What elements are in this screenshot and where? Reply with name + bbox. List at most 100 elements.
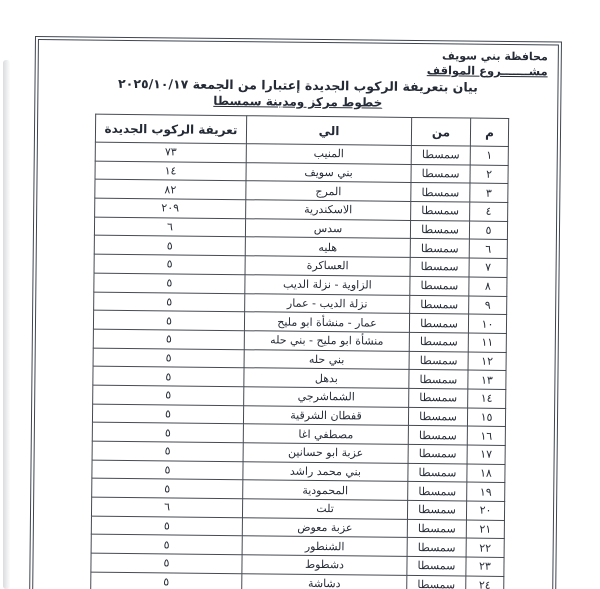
fare-table-header-row: م من الي تعريفة الركوب الجديدة (95, 114, 509, 147)
row-number-cell: ١٨ (466, 463, 506, 483)
fare-cell: ٥ (91, 515, 243, 537)
row-number-cell: ١١ (468, 332, 507, 353)
fare-cell: ٥ (92, 403, 244, 425)
origin-cell: سمسطا (409, 332, 469, 352)
origin-cell: سمسطا (407, 537, 467, 558)
fare-cell: ٥ (90, 553, 243, 574)
row-number-cell: ١٧ (467, 445, 506, 465)
origin-cell: سمسطا (410, 257, 470, 277)
fare-table: م من الي تعريفة الركوب الجديدة ١ سمسطا الم… (90, 114, 509, 589)
fare-cell: ٥ (91, 534, 243, 555)
origin-cell: سمسطا (406, 556, 467, 576)
row-number-cell: ٨ (468, 276, 507, 296)
row-number-cell: ١٤ (467, 388, 506, 409)
row-number-cell: ١٦ (467, 426, 506, 446)
fare-cell: ٥ (93, 310, 245, 331)
origin-cell: سمسطا (407, 481, 467, 502)
destination-cell: دشطوط (241, 554, 408, 576)
fare-cell: ٥ (94, 235, 246, 256)
destination-cell: قفطان الشرقية (243, 405, 409, 426)
destination-cell: بني حله (244, 349, 410, 370)
fare-cell: ٢٠٩ (94, 198, 246, 219)
origin-cell: سمسطا (410, 220, 470, 240)
origin-cell: سمسطا (408, 407, 468, 427)
origin-cell: سمسطا (408, 369, 469, 389)
fare-cell: ٥ (93, 347, 245, 368)
fare-cell: ٧٣ (95, 142, 247, 163)
row-number-cell: ١٣ (467, 370, 507, 390)
origin-cell: سمسطا (407, 519, 467, 539)
origin-cell: سمسطا (409, 276, 470, 296)
row-number-cell: ١٥ (467, 407, 506, 427)
fare-cell: ٥ (93, 272, 246, 294)
origin-cell: سمسطا (408, 444, 468, 464)
column-header-to: الي (246, 115, 412, 146)
row-number-cell: ٤ (469, 202, 508, 222)
row-number-cell: ١٠ (468, 314, 507, 334)
origin-cell: سمسطا (409, 313, 469, 333)
destination-cell: نزلة الديب - عمار (244, 293, 410, 314)
fare-table-body: ١ سمسطا المنيب ٧٣ ٢ سمسطا بني سويف ١٤ ٣ سمسطا المر… (90, 142, 509, 589)
row-number-cell: ٣ (469, 183, 508, 203)
fare-cell: ٥ (92, 441, 244, 462)
origin-cell: سمسطا (406, 575, 466, 589)
origin-cell: سمسطا (408, 425, 468, 446)
origin-cell: سمسطا (410, 182, 470, 203)
row-number-cell: ٩ (468, 295, 507, 315)
destination-cell: العساكرة (245, 255, 411, 277)
origin-cell: سمسطا (410, 238, 470, 259)
row-number-cell: ٢٤ (465, 575, 504, 589)
fare-cell: ٨٢ (94, 179, 246, 200)
destination-cell: عزبة ابو حسانين (243, 442, 409, 464)
fare-cell: ١٤ (95, 160, 247, 182)
origin-cell: سمسطا (411, 145, 471, 165)
destination-cell: بدهل (243, 367, 410, 389)
fare-cell: ٥ (92, 366, 245, 387)
destination-cell: مصطفي اغا (243, 424, 409, 445)
row-number-cell: ١٢ (468, 351, 507, 371)
destination-cell: عزبة معوض (242, 517, 408, 538)
fare-cell: ٥ (92, 385, 244, 406)
row-number-cell: ٧ (469, 258, 508, 278)
fare-cell: ٥ (92, 422, 244, 443)
destination-cell: الزاوية - نزلة الديب (244, 274, 411, 295)
origin-cell: سمسطا (407, 500, 467, 520)
row-number-cell: ٥ (469, 220, 508, 240)
fare-cell: ٥ (90, 571, 242, 589)
row-number-cell: ٢ (469, 164, 509, 184)
destination-cell: المحمودية (242, 480, 408, 501)
destination-cell: الاسكندرية (245, 199, 411, 221)
row-number-cell: ٦ (469, 239, 508, 259)
destination-cell: الشنطور (242, 536, 408, 557)
document-page: محافظة بني سويف مشـــــــروع المواقف بيا… (28, 36, 562, 589)
fare-cell: ٦ (91, 497, 243, 518)
destination-cell: منشأة ابو مليح - بني حله (244, 330, 410, 351)
destination-cell: بني محمد راشد (242, 461, 409, 482)
row-number-cell: ٢١ (466, 519, 505, 539)
destination-cell: المنيب (246, 143, 412, 165)
row-number-cell: ١ (470, 146, 509, 166)
origin-cell: سمسطا (408, 388, 468, 408)
destination-cell: سدس (245, 218, 411, 239)
fare-cell: ٥ (91, 478, 243, 499)
destination-cell: المرج (245, 181, 411, 202)
row-number-cell: ٢٣ (465, 557, 505, 577)
row-number-cell: ٢٠ (466, 501, 505, 521)
origin-cell: سمسطا (410, 164, 471, 184)
column-header-number: م (470, 118, 509, 147)
column-header-from: من (411, 117, 471, 147)
column-header-fare: تعريفة الركوب الجديدة (95, 114, 247, 144)
origin-cell: سمسطا (410, 201, 470, 221)
fare-cell: ٦ (94, 216, 246, 238)
destination-cell: بني سويف (245, 162, 412, 183)
paper-edge-shadow (3, 60, 10, 589)
destination-cell: تلت (242, 498, 408, 520)
origin-cell: سمسطا (407, 463, 468, 483)
fare-cell: ٥ (91, 459, 244, 481)
fare-cell: ٥ (93, 329, 245, 350)
destination-cell: دشاشة (241, 573, 407, 589)
row-number-cell: ٢٢ (466, 538, 505, 558)
fare-cell: ٥ (93, 291, 245, 312)
row-number-cell: ١٩ (466, 482, 505, 502)
